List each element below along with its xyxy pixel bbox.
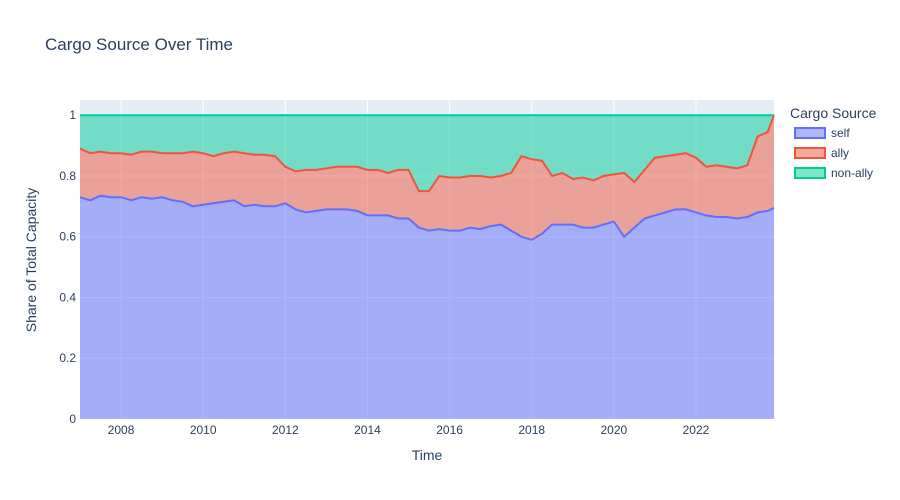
legend-item-non-ally[interactable]: non-ally — [794, 166, 873, 180]
series-lines — [79, 114, 775, 241]
legend-items: self ally non-ally — [794, 126, 873, 180]
area-self — [80, 195, 774, 419]
y-tick-label: 0.8 — [59, 169, 76, 183]
area-series — [80, 115, 774, 419]
chart-title: Cargo Source Over Time — [45, 35, 233, 54]
legend-label: ally — [831, 146, 849, 160]
area-non-ally — [80, 115, 774, 192]
legend-label: non-ally — [831, 166, 873, 180]
legend-swatch — [794, 147, 826, 159]
legend: Cargo Source self ally non-ally — [790, 105, 877, 180]
y-tick-label: 0.6 — [59, 230, 76, 244]
x-tick-label: 2010 — [190, 423, 217, 437]
legend-title: Cargo Source — [790, 105, 877, 121]
y-tick-label: 0.4 — [59, 290, 76, 304]
line-ally — [79, 114, 775, 193]
y-axis-title: Share of Total Capacity — [23, 188, 39, 333]
x-axis-title: Time — [412, 447, 443, 463]
y-tick-labels: 0 0.2 0.4 0.6 0.8 1 — [59, 108, 76, 426]
legend-swatch — [794, 167, 826, 179]
x-tick-label: 2008 — [108, 423, 135, 437]
legend-swatch — [794, 127, 826, 139]
legend-item-self[interactable]: self — [794, 126, 850, 140]
y-tick-label: 0 — [69, 412, 76, 426]
x-tick-label: 2012 — [272, 423, 299, 437]
x-tick-label: 2020 — [600, 423, 627, 437]
area-ally — [80, 115, 774, 240]
y-tick-label: 1 — [69, 108, 76, 122]
x-tick-label: 2018 — [518, 423, 545, 437]
y-tick-label: 0.2 — [59, 351, 76, 365]
x-tick-labels: 2008 2010 2012 2014 2016 2018 2020 2022 — [108, 423, 710, 437]
legend-item-ally[interactable]: ally — [794, 146, 849, 160]
x-tick-label: 2022 — [683, 423, 710, 437]
x-tick-label: 2014 — [354, 423, 381, 437]
line-self — [79, 194, 775, 241]
legend-label: self — [831, 126, 850, 140]
x-tick-label: 2016 — [436, 423, 463, 437]
